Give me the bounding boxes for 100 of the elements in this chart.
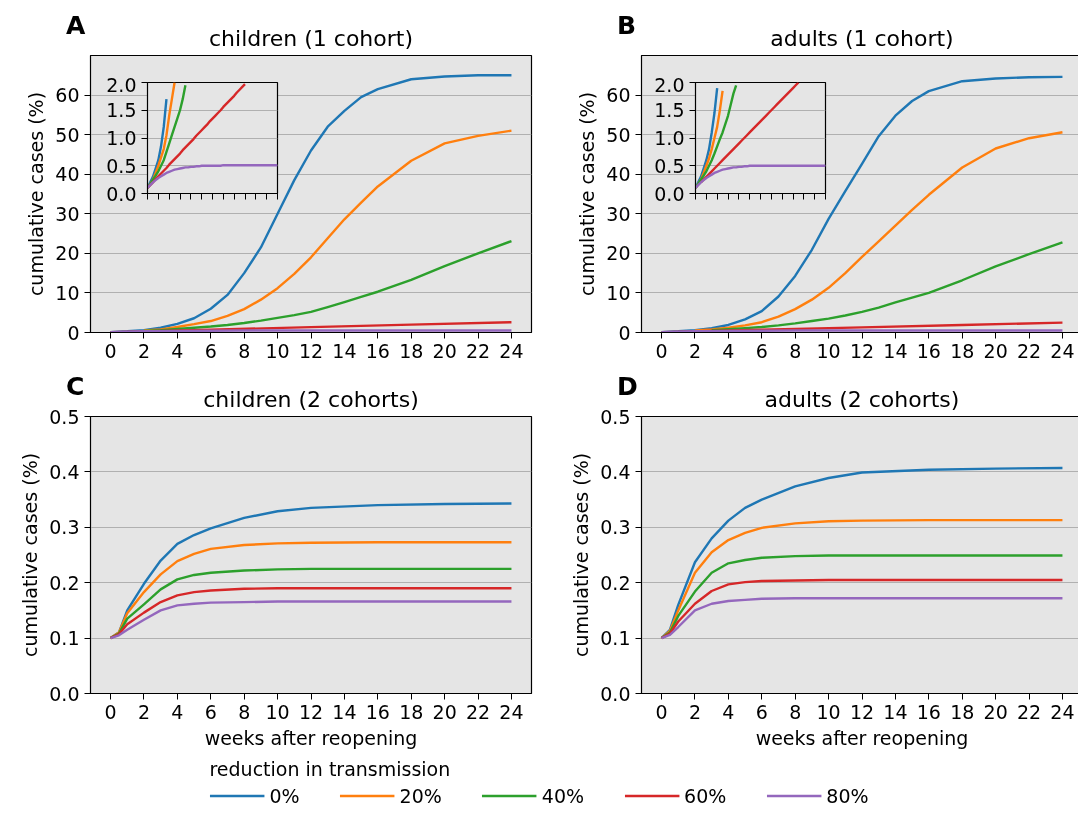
x-axis-title: weeks after reopening [204,726,418,749]
y-tick-label: 0.5 [49,405,80,428]
line-series [147,163,278,190]
y-tick-label: 2.0 [654,73,685,96]
legend-title: reduction in transmission [209,757,452,780]
x-tick-label: 20 [432,339,457,362]
x-tick-label: 14 [332,339,357,362]
line-series [660,466,1064,640]
x-tick-label: 18 [399,700,424,723]
y-tick-label: 0.0 [49,682,80,705]
x-tick-label: 14 [883,339,908,362]
legend-label: 0% [269,784,300,807]
legend-label: 60% [684,784,727,807]
x-axis-title: weeks after reopening [755,726,969,749]
x-tick-label: 14 [332,700,357,723]
x-tick-label: 16 [365,700,390,723]
chart-title: adults (1 cohort) [770,25,954,51]
y-tick-label: 50 [55,123,80,146]
y-tick-label: 0.5 [106,154,137,177]
x-tick-label: 16 [916,700,941,723]
x-tick-label: 6 [204,700,217,723]
y-tick-label: 30 [606,202,631,225]
text: A [66,11,86,40]
y-tick-label: 10 [606,281,631,304]
x-tick-label: 12 [298,700,324,723]
x-tick-label: 8 [238,339,251,362]
y-axis-title: cumulative cases (%) [576,91,599,297]
y-tick-label: 1.0 [106,127,137,149]
x-tick-label: 4 [722,339,735,362]
x-tick-label: 6 [755,700,768,723]
x-tick-label: 2 [137,339,150,362]
x-tick-label: 20 [432,700,457,723]
x-tick-label: 18 [950,700,975,723]
y-tick-label: 0.2 [49,571,80,594]
y-tick-label: 0.1 [600,627,631,650]
line-series [109,600,513,640]
x-tick-label: 24 [499,339,524,362]
y-tick-label: 0 [618,321,631,344]
line-series [109,587,513,640]
chart-title: adults (2 cohorts) [764,386,960,412]
line-series [693,131,1064,332]
x-tick-label: 12 [298,339,324,362]
x-tick-label: 18 [399,339,424,362]
y-tick-label: 40 [55,163,80,186]
x-tick-label: 10 [816,700,841,723]
legend-label: 20% [399,784,442,807]
x-tick-label: 16 [365,339,390,362]
x-tick-label: 24 [1050,339,1075,362]
y-tick-label: 0.5 [600,405,631,428]
chart-title: children (1 cohort) [208,25,414,51]
x-tick-label: 2 [137,700,150,723]
y-tick-label: 0.3 [600,516,631,539]
y-tick-label: 1.0 [654,127,685,149]
y-tick-label: 0.0 [600,682,631,705]
y-tick-label: 50 [606,123,631,146]
x-tick-label: 10 [265,700,290,723]
line-series [660,597,1064,640]
y-tick-label: 0.0 [654,182,685,205]
x-tick-label: 18 [950,339,975,362]
y-tick-label: 0.5 [654,154,685,177]
y-tick-label: 0 [67,321,80,344]
x-tick-label: 8 [789,700,802,723]
x-tick-label: 2 [688,339,701,362]
x-tick-label: 22 [1016,700,1042,723]
x-tick-label: 22 [1016,339,1042,362]
x-tick-label: 14 [883,700,908,723]
x-tick-label: 10 [816,339,841,362]
y-axis-title: cumulative cases (%) [570,452,593,658]
y-tick-label: 60 [55,84,80,107]
x-tick-label: 16 [916,339,941,362]
x-tick-label: 22 [465,339,491,362]
x-tick-label: 2 [688,700,701,723]
x-tick-label: 24 [499,700,524,723]
x-tick-label: 6 [755,339,768,362]
text: B [617,11,637,40]
x-tick-label: 22 [465,700,491,723]
x-tick-label: 12 [849,700,875,723]
y-axis-title: cumulative cases (%) [19,452,42,658]
x-tick-label: 4 [171,700,184,723]
x-tick-label: 8 [238,700,251,723]
line-series [142,129,513,332]
y-tick-label: 0.1 [49,627,80,650]
y-tick-label: 10 [55,281,80,304]
x-tick-label: 6 [204,339,217,362]
y-tick-label: 1.5 [654,99,685,122]
text: D [617,372,638,401]
x-tick-label: 8 [789,339,802,362]
x-tick-label: 10 [265,339,290,362]
y-tick-label: 0.3 [49,516,80,539]
x-tick-label: 4 [722,700,735,723]
y-tick-label: 40 [606,163,631,186]
y-tick-label: 2.0 [106,73,137,96]
x-tick-label: 20 [983,339,1008,362]
x-tick-label: 4 [171,339,184,362]
y-tick-label: 30 [55,202,80,225]
x-tick-label: 12 [849,339,875,362]
y-tick-label: 0.0 [106,182,137,205]
y-axis-title: cumulative cases (%) [25,91,48,297]
y-tick-label: 0.4 [600,460,631,483]
legend-label: 40% [541,784,585,807]
